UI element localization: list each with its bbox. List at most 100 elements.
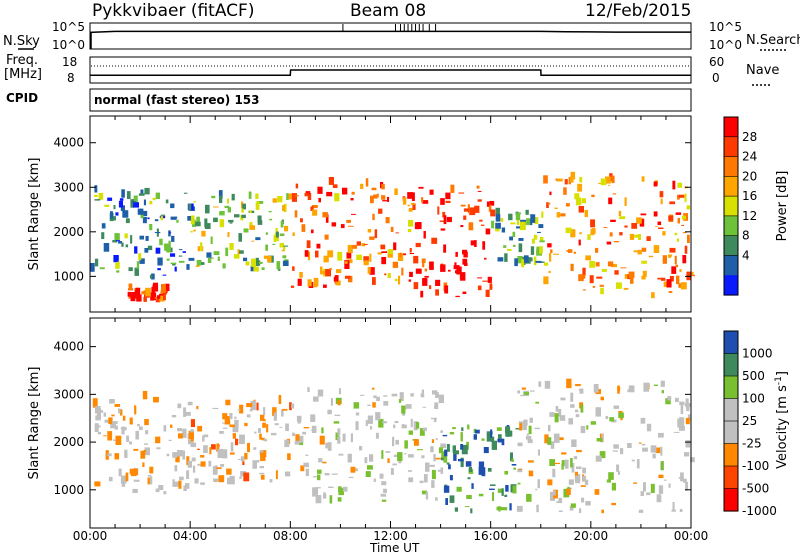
heatmap-cell <box>152 197 156 201</box>
heatmap-cell <box>548 424 551 432</box>
heatmap-cell <box>469 207 476 216</box>
heatmap-cell <box>254 431 257 434</box>
heatmap-cell <box>255 257 259 266</box>
heatmap-cell <box>273 412 277 421</box>
heatmap-cell <box>675 264 679 268</box>
heatmap-cell <box>679 417 685 426</box>
y-tick-label: 2000 <box>53 225 84 239</box>
heatmap-cell <box>312 205 318 209</box>
heatmap-cell <box>133 202 139 208</box>
heatmap-cell <box>497 488 503 493</box>
heatmap-cell <box>137 208 144 215</box>
heatmap-cell <box>680 472 684 482</box>
heatmap-cell <box>113 255 119 263</box>
heatmap-cell <box>591 194 595 198</box>
heatmap-cell <box>453 451 457 461</box>
heatmap-cell <box>599 284 604 287</box>
heatmap-cell <box>209 447 212 455</box>
heatmap-cell <box>316 243 321 249</box>
heatmap-cell <box>442 434 448 437</box>
power-colorbar-frame <box>723 116 739 296</box>
heatmap-cell <box>95 415 101 421</box>
heatmap-cell <box>536 249 542 256</box>
heatmap-cell <box>115 262 119 269</box>
velocity-panel-frame <box>89 317 692 529</box>
heatmap-cell <box>578 206 584 213</box>
heatmap-cell <box>669 247 676 253</box>
heatmap-cell <box>128 295 132 299</box>
heatmap-cell <box>307 251 311 261</box>
heatmap-cell <box>275 470 278 480</box>
heatmap-cell <box>561 460 565 466</box>
heatmap-cell <box>440 430 443 433</box>
heatmap-cell <box>101 223 106 229</box>
heatmap-cell <box>138 253 142 261</box>
heatmap-cell <box>256 460 260 463</box>
heatmap-cell <box>99 267 105 270</box>
heatmap-cell <box>360 183 364 189</box>
heatmap-cell <box>620 267 627 269</box>
heatmap-cell <box>227 232 230 237</box>
heatmap-cell <box>190 439 194 442</box>
heatmap-cell <box>143 296 147 302</box>
heatmap-cell <box>371 187 377 191</box>
y-tick-label: 3000 <box>53 387 84 401</box>
heatmap-cell <box>118 468 122 477</box>
heatmap-cell <box>250 265 256 272</box>
heatmap-cell <box>213 478 219 482</box>
heatmap-cell <box>138 193 145 196</box>
heatmap-cell <box>690 271 694 275</box>
heatmap-cell <box>564 179 568 185</box>
heatmap-cell <box>263 438 268 442</box>
heatmap-cell <box>367 415 373 424</box>
heatmap-cell <box>482 241 486 250</box>
heatmap-cell <box>394 421 399 424</box>
heatmap-cell <box>94 194 98 197</box>
heatmap-cell <box>405 404 412 409</box>
heatmap-cell <box>600 178 607 186</box>
heatmap-cell <box>440 467 444 474</box>
heatmap-cell <box>466 495 472 499</box>
heatmap-cell <box>166 258 170 261</box>
heatmap-cell <box>188 203 192 211</box>
heatmap-cell <box>323 493 327 499</box>
heatmap-cell <box>387 196 390 202</box>
heatmap-cell <box>237 409 241 411</box>
heatmap-cell <box>129 441 132 445</box>
heatmap-cell <box>301 224 306 232</box>
heatmap-cell <box>565 203 570 207</box>
heatmap-cell <box>452 427 456 430</box>
y-tick-label: 1000 <box>53 483 84 497</box>
heatmap-cell <box>187 216 192 221</box>
heatmap-cell <box>411 202 415 205</box>
velocity-heatmap <box>92 378 695 514</box>
heatmap-cell <box>674 232 678 236</box>
heatmap-cell <box>120 475 127 484</box>
heatmap-cell <box>114 425 118 430</box>
heatmap-cell <box>661 461 664 471</box>
heatmap-cell <box>492 492 494 501</box>
heatmap-cell <box>609 173 613 182</box>
heatmap-cell <box>539 261 545 263</box>
heatmap-cell <box>528 257 533 262</box>
heatmap-cell <box>391 393 398 397</box>
heatmap-cell <box>526 433 529 436</box>
heatmap-cell <box>285 471 291 477</box>
heatmap-cell <box>550 441 555 449</box>
heatmap-cell <box>608 197 613 205</box>
heatmap-cell <box>353 402 360 409</box>
heatmap-cell <box>122 415 126 421</box>
heatmap-cell <box>575 475 580 484</box>
heatmap-cell <box>130 199 134 208</box>
heatmap-cell <box>164 290 167 295</box>
heatmap-cell <box>399 392 404 402</box>
heatmap-cell <box>582 267 586 276</box>
heatmap-cell <box>640 417 646 424</box>
heatmap-cell <box>279 233 285 236</box>
heatmap-cell <box>658 485 664 494</box>
heatmap-cell <box>672 180 676 190</box>
heatmap-cell <box>385 451 391 453</box>
power-heatmap <box>90 171 695 303</box>
heatmap-cell <box>570 404 575 408</box>
heatmap-cell <box>281 249 285 252</box>
